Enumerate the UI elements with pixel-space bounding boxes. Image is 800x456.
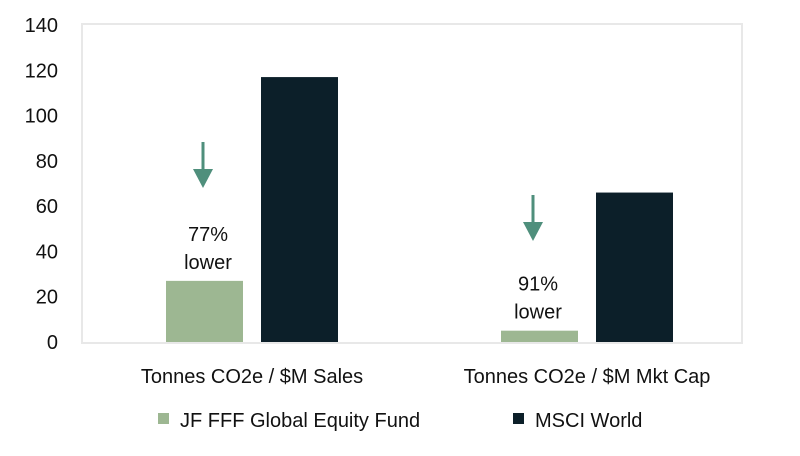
legend-label: JF FFF Global Equity Fund (180, 410, 420, 432)
x-category-label: Tonnes CO2e / $M Sales (141, 366, 363, 388)
y-tick-label: 0 (47, 332, 58, 354)
y-tick-label: 40 (36, 241, 58, 263)
annotation-lower: lower (514, 302, 562, 324)
down-arrow-icon (193, 142, 213, 188)
legend-label: MSCI World (535, 410, 642, 432)
y-tick-label: 20 (36, 287, 58, 309)
legend-swatch (513, 413, 524, 424)
y-tick-label: 120 (25, 60, 58, 82)
bar-fund-1 (501, 330, 578, 342)
plot-area-border (81, 23, 743, 344)
annotation-percent: 91% (518, 274, 558, 296)
bar-msci-0 (261, 77, 338, 342)
x-category-label: Tonnes CO2e / $M Mkt Cap (464, 366, 711, 388)
legend-swatch (158, 413, 169, 424)
bar-msci-1 (596, 192, 673, 342)
down-arrow-icon (523, 195, 543, 241)
bar-fund-0 (166, 280, 243, 342)
y-tick-label: 60 (36, 196, 58, 218)
y-tick-label: 140 (25, 15, 58, 37)
annotation-percent: 77% (188, 224, 228, 246)
annotation-lower: lower (184, 252, 232, 274)
arrow-head (193, 169, 213, 188)
y-tick-label: 80 (36, 151, 58, 173)
arrow-head (523, 222, 543, 241)
y-tick-label: 100 (25, 106, 58, 128)
